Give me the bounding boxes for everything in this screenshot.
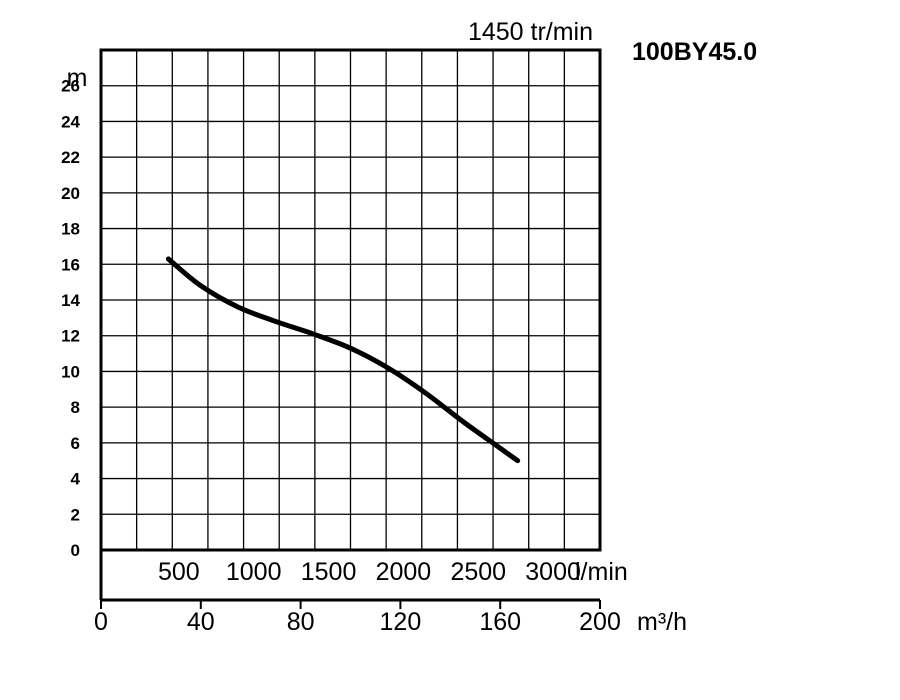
- y-tick-label: 22: [61, 148, 80, 167]
- x-tick-label: 120: [380, 608, 422, 636]
- x-tick-label: 80: [287, 608, 315, 636]
- x-tick-labels: 0 40 80 120 160 200: [94, 608, 621, 636]
- x2-tick-label: 2500: [450, 558, 506, 586]
- x2-tick-labels: 500 1000 1500 2000 2500 3000: [158, 558, 581, 586]
- y-tick-label: 16: [61, 255, 80, 274]
- x2-tick-label: 500: [158, 558, 200, 586]
- y-tick-label: 20: [61, 184, 80, 203]
- x2-tick-label: 2000: [376, 558, 432, 586]
- x-tick-label: 0: [94, 608, 108, 636]
- y-tick-label: 6: [71, 434, 80, 453]
- x-tick-label: 40: [187, 608, 215, 636]
- x2-axis-label: l/min: [575, 558, 628, 586]
- x2-tick-label: 3000: [525, 558, 581, 586]
- speed-label: 1450 tr/min: [468, 18, 593, 46]
- y-tick-label: 8: [71, 398, 80, 417]
- y-tick-label: 24: [61, 112, 80, 131]
- y-tick-label: 2: [71, 505, 80, 524]
- x-axis-label: m³/h: [637, 608, 687, 636]
- series-group: [165, 256, 521, 464]
- plot-frame: [99, 48, 602, 552]
- y-tick-label: 18: [61, 220, 80, 239]
- y-axis-label: m: [67, 64, 88, 92]
- model-label: 100BY45.0: [632, 38, 757, 66]
- x-tick-label: 160: [479, 608, 521, 636]
- y-tick-label: 10: [61, 362, 80, 381]
- y-tick-label: 26: [61, 77, 80, 96]
- x2-tick-label: 1000: [226, 558, 282, 586]
- head-curve: [165, 256, 521, 464]
- y-tick-label: 0: [71, 541, 80, 560]
- grid: [101, 50, 600, 550]
- y-tick-label: 12: [61, 327, 80, 346]
- y-tick-label: 4: [71, 470, 81, 489]
- y-tick-label: 14: [61, 291, 80, 310]
- x-tick-marks: [100, 600, 601, 609]
- x2-tick-label: 1500: [301, 558, 357, 586]
- x-tick-label: 200: [579, 608, 621, 636]
